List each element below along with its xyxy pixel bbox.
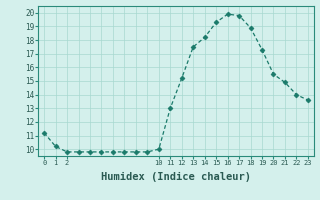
X-axis label: Humidex (Indice chaleur): Humidex (Indice chaleur) [101,172,251,182]
